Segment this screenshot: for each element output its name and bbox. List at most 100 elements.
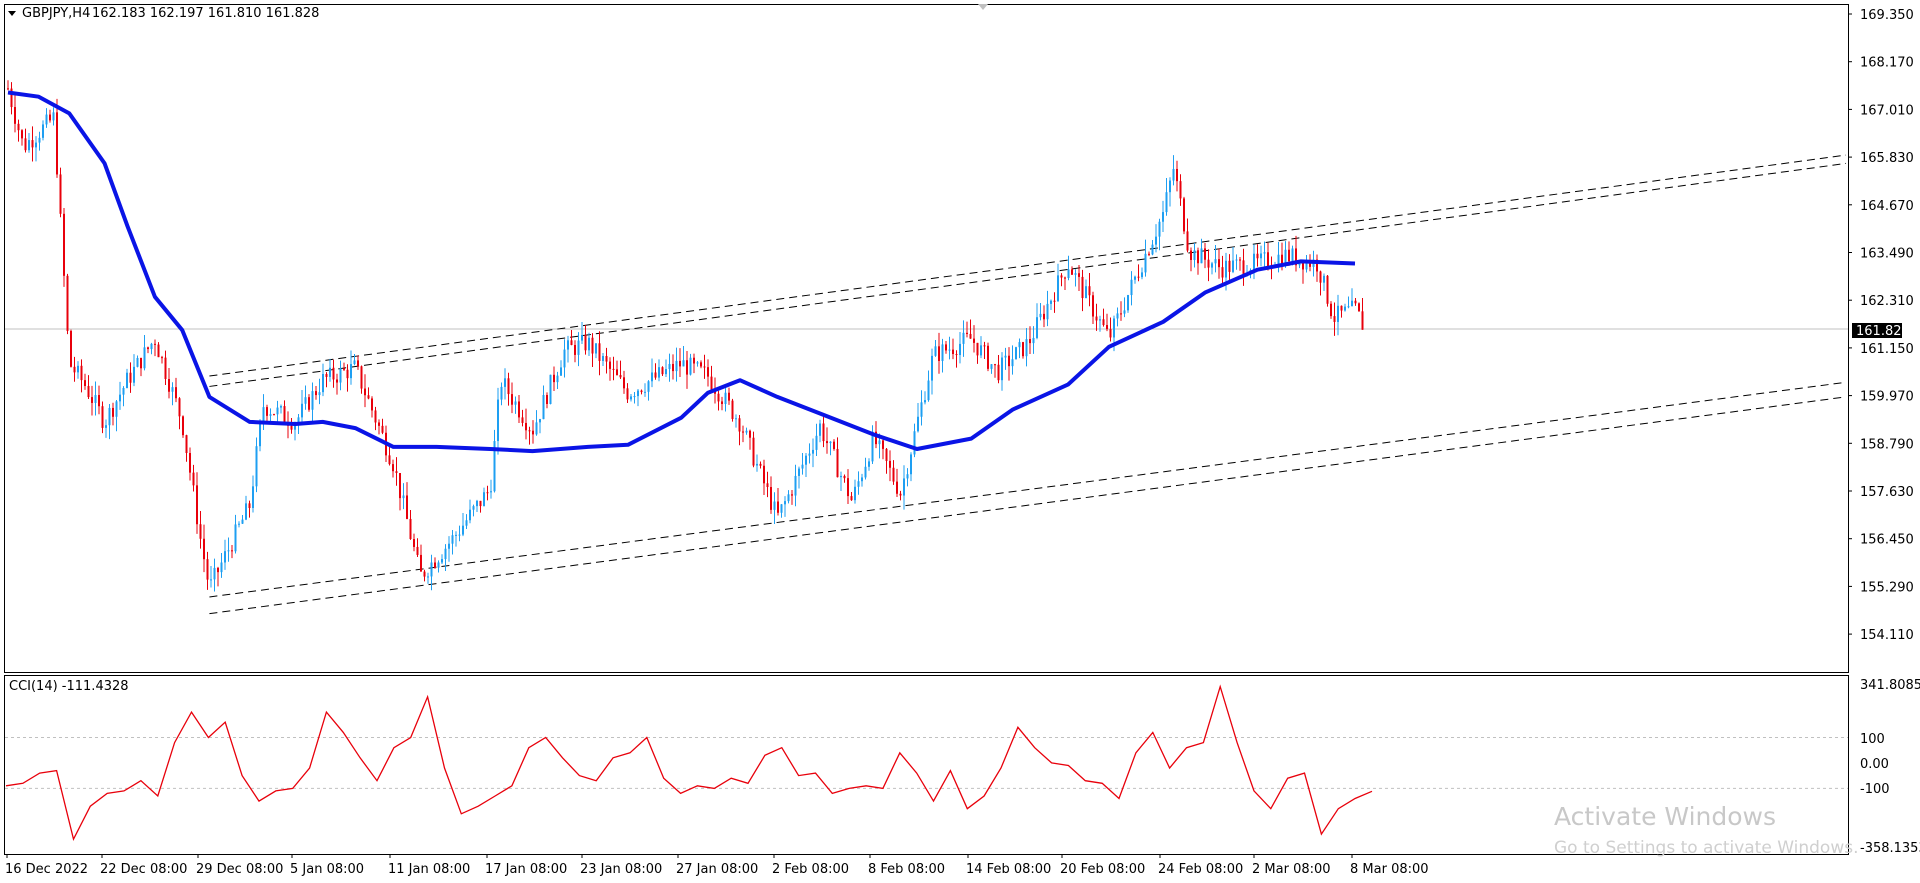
candle-body xyxy=(567,340,569,350)
scroll-marker-icon[interactable] xyxy=(978,4,988,10)
candle-body xyxy=(1081,276,1084,299)
candle-body xyxy=(413,539,415,547)
candle-body xyxy=(640,390,643,393)
time-tick-label: 8 Mar 08:00 xyxy=(1350,862,1429,877)
time-tick-label: 2 Mar 08:00 xyxy=(1252,862,1331,877)
candle-body xyxy=(1200,248,1203,264)
channel-line[interactable] xyxy=(209,154,1847,377)
candle-body xyxy=(231,550,233,552)
candle-body xyxy=(602,356,604,361)
candle-body xyxy=(1319,271,1322,283)
candle-body xyxy=(234,524,237,552)
candle-body xyxy=(637,390,639,397)
activate-windows-title: Activate Windows xyxy=(1554,802,1776,831)
candle-body xyxy=(175,387,177,399)
candle-body xyxy=(304,397,307,404)
candle-body xyxy=(836,448,839,478)
candle-body xyxy=(756,463,758,466)
channel-line[interactable] xyxy=(209,162,1847,387)
candle-body xyxy=(31,140,34,148)
candle-body xyxy=(941,344,944,361)
candle-body xyxy=(336,379,338,383)
candle-body xyxy=(469,509,471,521)
candle-body xyxy=(1239,259,1241,261)
candle-body xyxy=(357,360,359,367)
candle-body xyxy=(1165,192,1168,213)
candle-body xyxy=(854,486,856,501)
symbol-label[interactable]: GBPJPY,H4 xyxy=(22,6,90,21)
candle-body xyxy=(66,275,69,331)
candle-body xyxy=(252,486,254,509)
candle-body xyxy=(35,142,37,148)
price-tick-label: 156.450 xyxy=(1860,533,1914,548)
candle-body xyxy=(861,477,863,482)
candle-body xyxy=(238,523,240,525)
candle-body xyxy=(983,345,986,347)
candle-body xyxy=(896,481,898,494)
moving-average-line[interactable] xyxy=(7,90,1356,454)
candle-body xyxy=(1116,313,1119,319)
candle-body xyxy=(329,367,331,377)
candle-body xyxy=(647,381,650,392)
candle-body xyxy=(560,367,562,376)
candle-body xyxy=(1172,168,1175,181)
candle-body xyxy=(290,425,293,430)
cci-tick-label: -100 xyxy=(1860,782,1890,797)
candle-body xyxy=(787,494,790,502)
candle-body xyxy=(696,362,699,364)
candle-body xyxy=(969,333,972,339)
candle-body xyxy=(805,455,807,465)
current-price-value: 161.828 xyxy=(1856,324,1910,339)
candle-body xyxy=(882,440,884,449)
candle-body xyxy=(962,332,965,344)
candle-body xyxy=(532,430,534,435)
candle-body xyxy=(955,354,958,356)
candle-body xyxy=(346,369,349,379)
candle-body xyxy=(1291,248,1294,262)
cci-line[interactable] xyxy=(5,684,1373,842)
candle-body xyxy=(1095,316,1098,321)
candle-body xyxy=(371,398,373,411)
channel-line[interactable] xyxy=(209,396,1847,615)
candle-body xyxy=(119,394,121,402)
candle-body xyxy=(1085,286,1087,299)
candle-body xyxy=(938,346,940,361)
candle-body xyxy=(987,345,989,369)
candle-body xyxy=(126,372,128,388)
symbol-dropdown-icon[interactable] xyxy=(8,11,16,16)
price-tick-label: 165.830 xyxy=(1860,151,1914,166)
candle-body xyxy=(80,365,83,381)
candle-body xyxy=(1214,259,1217,264)
candle-body xyxy=(1029,339,1031,344)
channel-line[interactable] xyxy=(209,381,1847,598)
candle-body xyxy=(899,493,902,496)
candle-body xyxy=(728,392,730,401)
candle-body xyxy=(406,495,408,519)
candle-body xyxy=(1018,342,1021,348)
candle-body xyxy=(416,546,419,555)
ohlc-values: 162.183 162.197 161.810 161.828 xyxy=(92,6,319,21)
candle-body xyxy=(976,342,979,356)
candle-body xyxy=(626,388,629,400)
candle-body xyxy=(325,374,328,377)
candle-body xyxy=(875,431,877,445)
candle-body xyxy=(38,137,41,143)
candle-body xyxy=(595,343,597,354)
candle-body xyxy=(343,368,345,370)
candle-body xyxy=(1225,260,1227,278)
candle-body xyxy=(84,380,86,387)
cci-indicator-label: CCI(14) -111.4328 xyxy=(9,679,129,694)
candle-body xyxy=(801,464,804,469)
candle-body xyxy=(889,460,891,468)
candle-body xyxy=(21,130,23,139)
price-tick-label: 164.670 xyxy=(1860,199,1914,214)
candle-body xyxy=(1057,275,1059,302)
candle-body xyxy=(1008,355,1010,367)
candle-body xyxy=(52,112,55,121)
candle-body xyxy=(1169,180,1171,193)
candle-body xyxy=(185,435,188,454)
candle-body xyxy=(794,475,797,496)
candle-body xyxy=(864,466,867,478)
candle-body xyxy=(1361,311,1364,330)
candle-body xyxy=(1102,319,1105,326)
